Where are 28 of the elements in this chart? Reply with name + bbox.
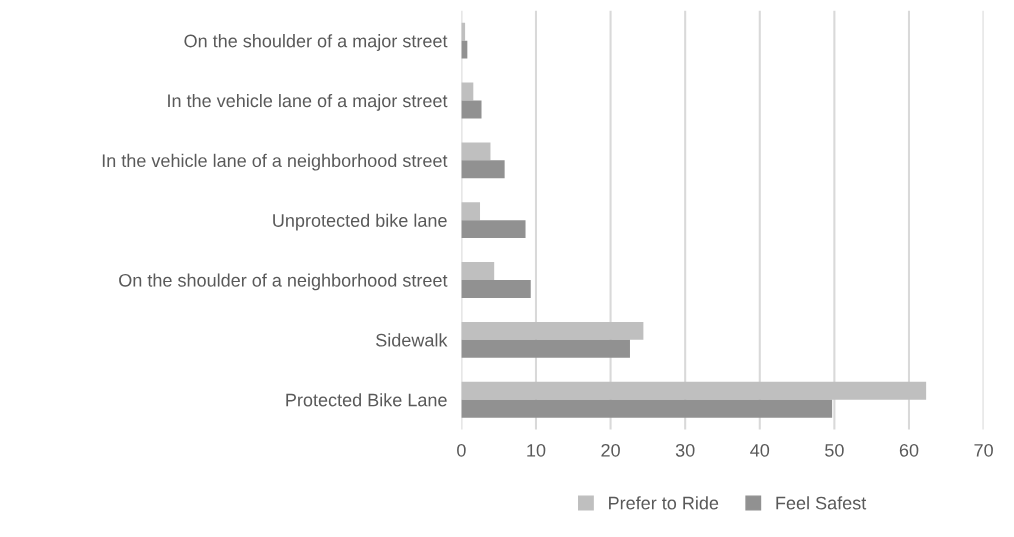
bar bbox=[461, 220, 526, 239]
x-tick-label: 70 bbox=[974, 443, 993, 457]
x-tick-label: 30 bbox=[675, 443, 695, 457]
x-tick-label: 10 bbox=[527, 443, 546, 457]
bar bbox=[461, 280, 531, 298]
y-tick-label: In the vehicle lane of a neighborhood street bbox=[102, 153, 448, 171]
bar bbox=[461, 100, 482, 119]
legend-label: Prefer to Ride bbox=[609, 496, 719, 510]
bar bbox=[461, 399, 833, 418]
bar bbox=[461, 142, 491, 161]
x-tick-label: 0 bbox=[457, 443, 466, 457]
legend-label: Feel Safest bbox=[776, 496, 867, 510]
y-tick-label: In the vehicle lane of a major street bbox=[168, 93, 448, 111]
x-tick-label: 40 bbox=[750, 443, 770, 457]
bar bbox=[461, 339, 630, 358]
x-tick-label: 20 bbox=[601, 443, 620, 457]
bar bbox=[461, 202, 481, 221]
y-tick-label: Unprotected bike lane bbox=[273, 213, 447, 231]
y-tick-label: Protected Bike Lane bbox=[286, 393, 447, 407]
x-tick-label: 50 bbox=[825, 443, 844, 457]
bar bbox=[461, 262, 495, 281]
y-tick-label: On the shoulder of a major street bbox=[184, 34, 448, 51]
bar bbox=[461, 160, 505, 179]
bar bbox=[461, 321, 644, 340]
x-tick-label: 60 bbox=[899, 443, 919, 457]
bar bbox=[461, 381, 927, 400]
y-tick-label: On the shoulder of a neighborhood street bbox=[119, 273, 448, 291]
y-tick-label: Sidewalk bbox=[376, 333, 448, 347]
